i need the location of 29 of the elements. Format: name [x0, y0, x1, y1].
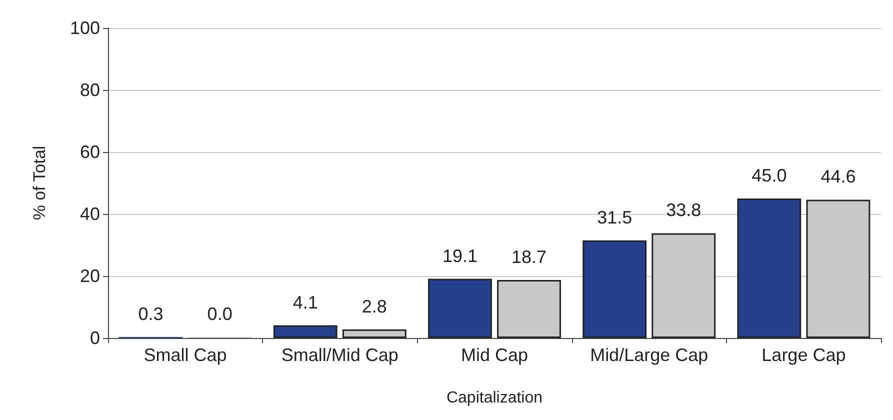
data-label: 0.3	[138, 304, 164, 324]
data-label: 44.6	[820, 166, 856, 187]
y-tick-label: 80	[80, 80, 100, 100]
y-axis-title: % of Total	[30, 146, 49, 220]
x-tick-label: Small/Mid Cap	[281, 345, 398, 365]
y-tick-label: 60	[80, 142, 100, 162]
data-label: 19.1	[442, 246, 478, 266]
x-tick-label: Mid/Large Cap	[590, 345, 708, 365]
x-axis-title: Capitalization	[446, 390, 543, 406]
bar	[737, 198, 802, 338]
data-label: 33.8	[666, 200, 702, 220]
bar	[497, 280, 561, 338]
data-label: 18.7	[511, 247, 547, 268]
y-tick-label: 40	[80, 204, 100, 224]
x-tick-label: Mid Cap	[460, 345, 528, 365]
x-tick-label: Large Cap	[762, 345, 846, 365]
data-label: 0.0	[207, 304, 232, 324]
x-tick-label: Small Cap	[144, 345, 227, 365]
data-label: 2.8	[362, 296, 387, 316]
bar	[273, 325, 338, 338]
y-tick-label: 20	[80, 266, 100, 286]
bar	[582, 240, 647, 338]
data-label: 45.0	[752, 166, 787, 186]
y-tick-label: 100	[70, 18, 100, 38]
bar	[342, 329, 406, 338]
data-label: 31.5	[597, 207, 632, 228]
bar	[428, 278, 492, 338]
data-label: 4.1	[292, 292, 318, 312]
y-tick-label: 0	[90, 328, 100, 348]
